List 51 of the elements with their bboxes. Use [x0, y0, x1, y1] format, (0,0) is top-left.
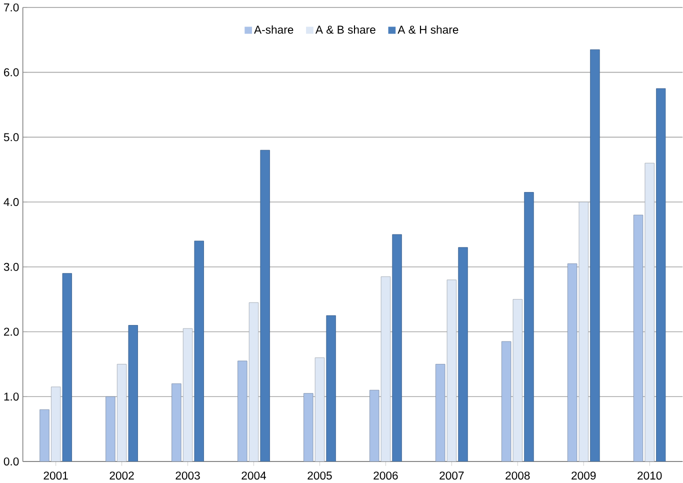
bar: [194, 240, 204, 462]
bar: [248, 302, 259, 462]
bar: [314, 357, 325, 462]
bar: [116, 364, 127, 462]
x-tick-label: 2006: [374, 472, 398, 480]
bar: [590, 49, 600, 462]
bar: [172, 383, 182, 462]
bar: [656, 88, 666, 462]
y-tick-label: 3.0: [4, 262, 19, 271]
x-tick-label: 2008: [506, 472, 530, 480]
legend-label: A & H share: [398, 25, 458, 34]
y-tick-label: 4.0: [4, 198, 19, 206]
bar: [512, 299, 522, 462]
x-tick-label: 2007: [440, 472, 464, 480]
legend-label: A-share: [254, 25, 294, 34]
x-tick-label: 2004: [242, 472, 266, 480]
x-tick-label: 2005: [308, 472, 332, 480]
bar: [238, 360, 248, 462]
bar: [501, 341, 512, 462]
bar: [633, 214, 644, 462]
y-tick-label: 7.0: [4, 3, 19, 12]
y-tick-label: 1.0: [4, 392, 19, 401]
y-tick-label: 5.0: [4, 133, 19, 142]
bar: [128, 325, 138, 462]
bar: [567, 263, 578, 462]
bar: [380, 276, 391, 462]
bar: [304, 393, 314, 462]
bar: [50, 386, 61, 462]
bar: [644, 162, 654, 462]
y-tick-label: 0.0: [4, 457, 19, 466]
x-tick-label: 2001: [44, 472, 68, 480]
bar: [436, 364, 446, 462]
x-tick-label: 2003: [176, 472, 200, 480]
bar: [392, 234, 402, 462]
bar: [40, 409, 50, 462]
bar: [578, 202, 588, 462]
bar: [326, 315, 336, 462]
x-tick-label: 2010: [638, 472, 662, 480]
bar: [260, 150, 270, 462]
bar: [370, 390, 380, 462]
bar: [446, 280, 457, 462]
bar: [182, 328, 193, 462]
legend-label: A & B share: [315, 25, 376, 34]
x-tick-label: 2002: [110, 472, 134, 480]
bar: [62, 273, 72, 462]
bar: [106, 396, 116, 462]
y-tick-label: 2.0: [4, 328, 19, 336]
bar: [524, 192, 534, 462]
bar: [458, 247, 468, 462]
x-tick-label: 2009: [572, 472, 596, 480]
y-tick-label: 6.0: [4, 68, 19, 76]
